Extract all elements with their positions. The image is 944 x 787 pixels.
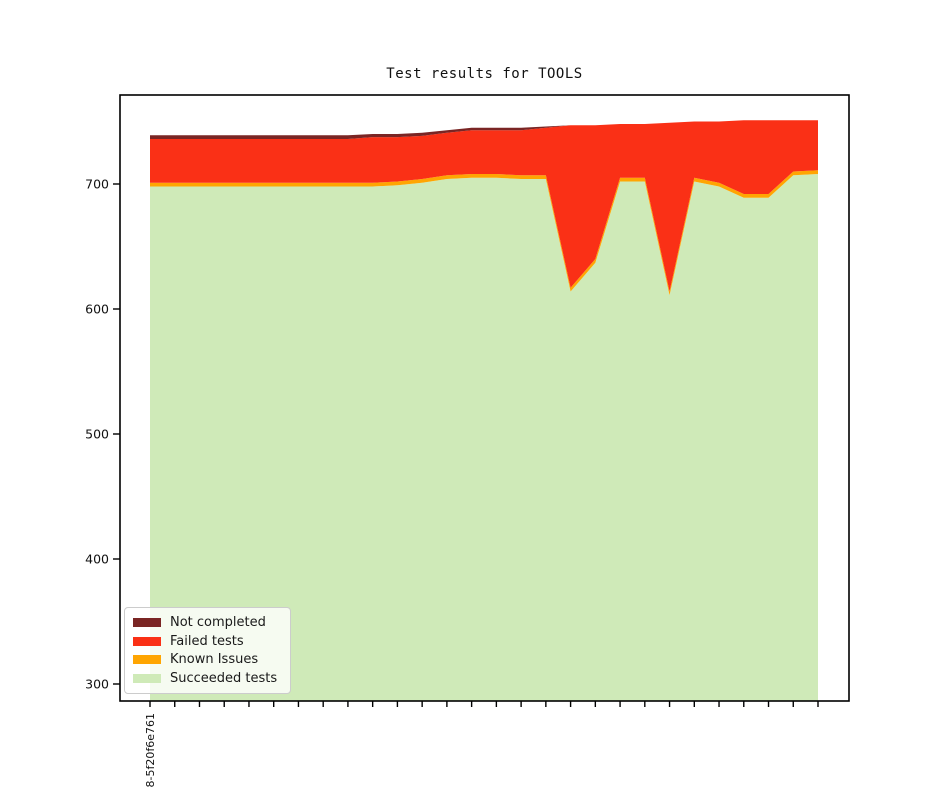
legend-swatch [133,617,161,627]
legend-item-succeeded-tests: Succeeded tests [133,669,282,688]
x-axis: 938-5f20f6e761 [144,701,819,787]
axes-spines [119,94,850,702]
y-tick-label: 300 [85,677,109,692]
area-failed-tests [150,120,818,292]
x-tick-label: 938-5f20f6e761 [144,713,157,787]
y-tick-label: 500 [85,427,109,442]
legend-swatch [133,674,161,684]
legend-item-not-completed: Not completed [133,613,282,632]
stacked-areas [150,120,818,701]
legend-item-label: Not completed [170,614,266,630]
y-tick-label: 400 [85,552,109,567]
area-succeeded-tests [150,174,818,701]
y-tick-label: 600 [85,302,109,317]
legend-item-label: Succeeded tests [170,671,278,687]
legend-item-label: Failed tests [170,633,244,649]
y-axis: 300 400 500 600 700 [85,177,120,692]
area-not-completed [150,120,818,139]
legend-item-failed-tests: Failed tests [133,632,282,651]
legend-swatch [133,655,161,665]
legend: Not completed Failed tests Known Issues … [124,607,291,694]
legend-swatch [133,636,161,646]
y-tick-label: 700 [85,177,109,192]
legend-item-known-issues: Known Issues [133,651,282,670]
chart-title: Test results for TOOLS [386,66,583,82]
legend-item-label: Known Issues [170,652,259,668]
